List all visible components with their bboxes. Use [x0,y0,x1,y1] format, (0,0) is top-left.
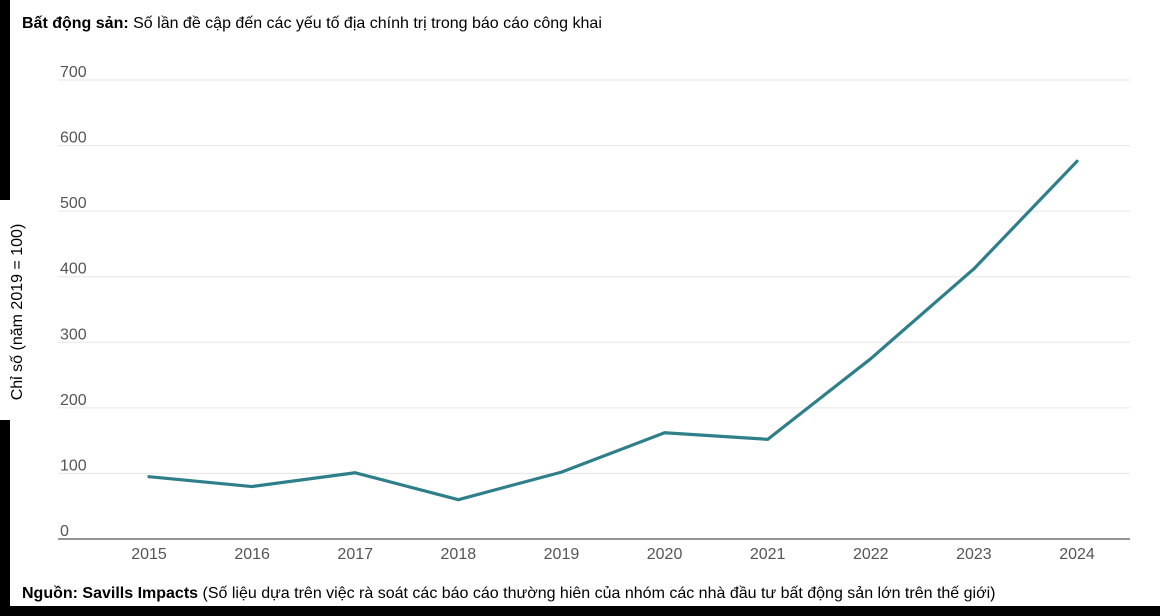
x-tick-label: 2021 [750,546,786,563]
data-point [456,498,460,502]
data-point [147,475,151,479]
frame-left-bottom [0,420,10,616]
data-point [250,485,254,489]
y-tick-label: 700 [60,64,87,81]
source-bold: Nguồn: Savills Impacts [22,585,199,602]
data-point [1075,159,1079,163]
frame-bottom [0,606,1160,616]
data-point [972,267,976,271]
source-note: Nguồn: Savills Impacts (Số liệu dựa trên… [22,585,995,603]
data-point [559,470,563,474]
chart-title: Bất động sản: Số lần đề cập đến các yếu … [22,15,602,33]
y-tick-label: 300 [60,326,87,343]
x-tick-label: 2023 [956,546,992,563]
y-tick-label: 100 [60,457,87,474]
data-point [353,471,357,475]
data-point [766,437,770,441]
y-tick-label: 600 [60,130,87,147]
y-tick-label: 200 [60,392,87,409]
x-tick-label: 2016 [234,546,270,563]
series-line [147,159,1079,502]
x-tick-label: 2017 [337,546,373,563]
data-point [663,431,667,435]
chart-title-rest: Số lần đề cập đến các yếu tố địa chính t… [128,15,602,32]
x-tick-label: 2019 [544,546,580,563]
y-tick-label: 400 [60,261,87,278]
source-rest: (Số liệu dựa trên việc rà soát các báo c… [198,585,996,602]
x-tick-label: 2020 [647,546,683,563]
y-tick-label: 0 [60,523,69,540]
x-tick-label: 2024 [1059,546,1095,563]
x-tick-label: 2015 [131,546,167,563]
chart-title-bold: Bất động sản: [22,15,129,32]
data-point [869,357,873,361]
y-tick-label: 500 [60,195,87,212]
frame-left-top [0,0,10,200]
x-tick-label: 2018 [441,546,477,563]
x-tick-label: 2022 [853,546,889,563]
